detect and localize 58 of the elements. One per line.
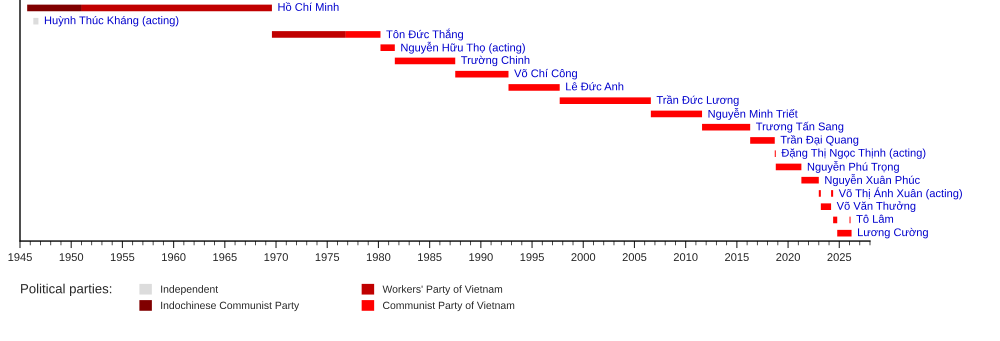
x-tick-label: 2010 [674,253,698,262]
x-tick-label: 2015 [725,253,749,262]
legend-label: Indochinese Communist Party [161,301,300,312]
bar [272,31,346,38]
legend-title: Political parties: [21,284,112,296]
x-tick-label: 1950 [60,253,84,262]
x-tick-label: 2005 [622,253,646,262]
y-tick-label: Võ Chí Công [514,68,577,80]
y-tick-label: Trần Đại Quang [780,134,858,146]
x-tick-label: 1960 [162,253,186,262]
x-tick-label: 1945 [8,253,32,262]
y-tick-label: Nguyễn Minh Triết [708,108,798,120]
x-tick-label: 1970 [264,253,288,262]
x-tick-label: 2000 [571,253,596,262]
x-tick-label: 1955 [110,253,134,262]
x-tick-label: 1975 [316,253,340,262]
bar [27,4,82,12]
bar [837,230,852,236]
x-tick-label: 1995 [520,253,544,262]
y-tick-label: Huỳnh Thúc Kháng (acting) [44,16,178,26]
bar [81,4,272,12]
bar [380,44,395,51]
y-tick-label: Võ Văn Thưởng [836,201,916,212]
y-tick-label: Lê Đức Anh [566,82,624,90]
bar [455,70,508,78]
y-tick-label: Nguyễn Phú Trọng [808,160,899,173]
y-tick-label: Đặng Thị Ngọc Thịnh (acting) [781,148,926,159]
y-tick-label: Nguyễn Hữu Thọ (acting) [401,42,525,54]
y-tick-label: Tô Lâm [856,214,894,223]
y-tick-label: Nguyễn Xuân Phúc [825,174,920,186]
x-tick-label: 1980 [366,253,390,262]
legend-label: Workers' Party of Vietnam [382,285,502,295]
y-tick-label: Trần Đức Lương [656,95,739,106]
x-tick-label: 1985 [418,253,442,262]
y-tick-label: Hồ Chí Minh [278,2,339,11]
bar [508,84,560,91]
bar [750,137,775,144]
legend-label: Communist Party of Vietnam [383,301,514,312]
bar [801,176,819,184]
bar [560,97,651,104]
bar [833,216,838,224]
bar [346,31,380,38]
x-tick-label: 2020 [776,253,800,262]
bar [776,164,802,170]
bar [702,124,750,130]
x-tick-label: 1965 [213,253,237,262]
bar [394,58,456,64]
y-tick-label: Tôn Đức Thắng [386,28,463,40]
y-tick-label: Lương Cường [858,228,928,238]
bar [820,203,832,210]
bar [650,110,702,118]
x-tick-label: 2025 [827,253,852,262]
legend-label: Independent [161,285,218,295]
x-tick-label: 1990 [469,253,493,262]
bar [33,18,38,25]
y-tick-label: Trương Tấn Sang [756,122,844,133]
y-tick-label: Trường Chinh [461,56,530,66]
y-tick-label: Võ Thị Ánh Xuân (acting) [838,187,962,200]
